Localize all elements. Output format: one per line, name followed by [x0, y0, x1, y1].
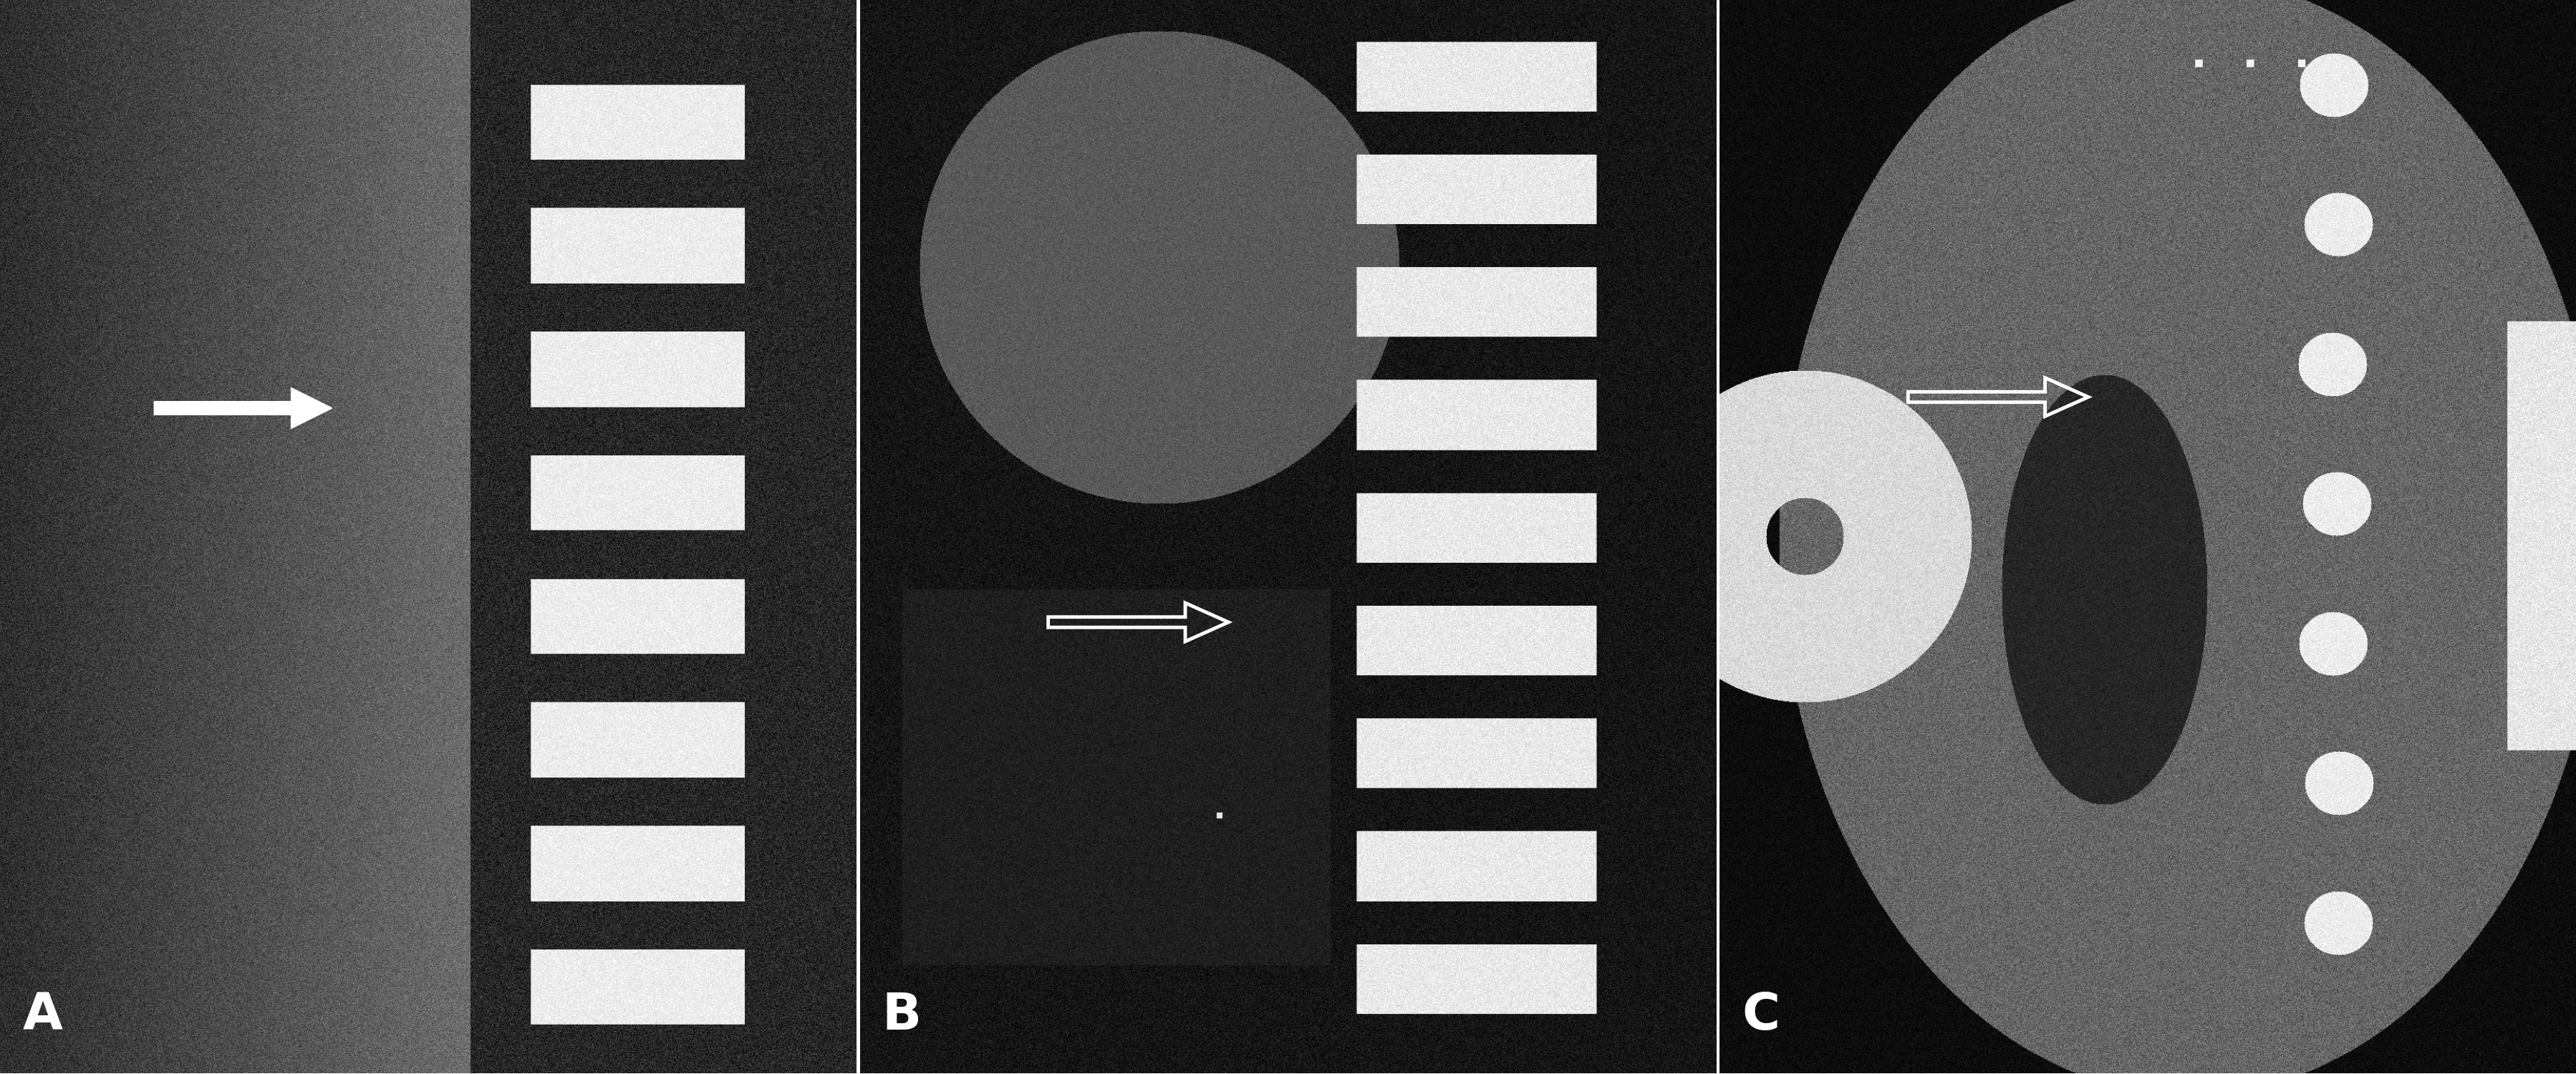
Text: A: A: [23, 991, 62, 1041]
Text: C: C: [1741, 991, 1780, 1041]
Text: B: B: [881, 991, 922, 1041]
FancyArrow shape: [155, 388, 332, 429]
